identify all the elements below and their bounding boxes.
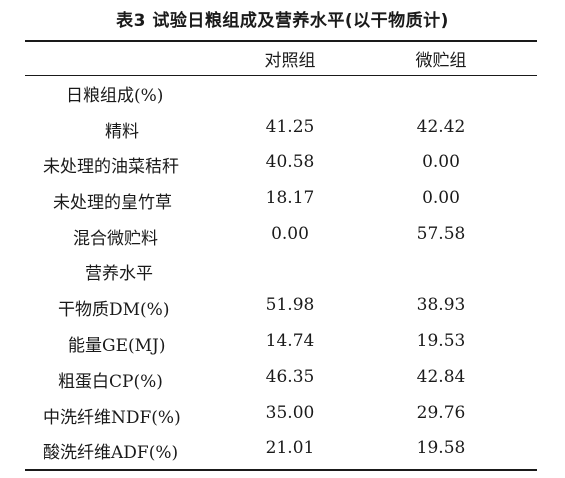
cell-control: 35.00 [265, 403, 315, 423]
table-caption: 表3 试验日粮组成及营养水平(以干物质计) [116, 11, 449, 31]
cell-treatment: 38.93 [416, 295, 466, 315]
table-row: 精料 41.25 42.42 [25, 117, 537, 147]
table-row: 能量GE(MJ) 14.74 19.53 [25, 331, 537, 361]
row-label: 干物质DM(%) [58, 300, 170, 320]
cell-control: 46.35 [265, 367, 315, 387]
row-label: 未处理的油菜秸秆 [43, 157, 179, 177]
table-row: 干物质DM(%) 51.98 38.93 [25, 295, 537, 325]
table-row: 混合微贮料 0.00 57.58 [25, 224, 537, 254]
cell-control: 0.00 [271, 224, 309, 244]
header-rule [25, 75, 537, 76]
row-label: 未处理的皇竹草 [53, 193, 172, 213]
cell-treatment: 0.00 [422, 152, 460, 172]
cell-treatment: 19.58 [416, 438, 466, 458]
table-row: 中洗纤维NDF(%) 35.00 29.76 [25, 403, 537, 433]
column-header-treatment: 微贮组 [415, 51, 467, 71]
row-label: 粗蛋白CP(%) [58, 372, 163, 392]
cell-treatment: 42.84 [416, 367, 466, 387]
row-label: 酸洗纤维ADF(%) [43, 443, 179, 463]
cell-control: 14.74 [265, 331, 315, 351]
row-label: 能量GE(MJ) [68, 336, 166, 356]
bottom-rule [25, 469, 537, 471]
table-row: 酸洗纤维ADF(%) 21.01 19.58 [25, 438, 537, 468]
row-label: 营养水平 [85, 264, 153, 284]
row-label: 混合微贮料 [73, 229, 158, 249]
cell-treatment: 0.00 [422, 188, 460, 208]
table-row: 营养水平 [25, 259, 537, 289]
cell-control: 18.17 [265, 188, 315, 208]
cell-treatment: 57.58 [416, 224, 466, 244]
cell-treatment: 19.53 [416, 331, 466, 351]
table-row: 日粮组成(%) [25, 81, 537, 111]
cell-control: 51.98 [265, 295, 315, 315]
row-label: 中洗纤维NDF(%) [43, 408, 181, 428]
column-header-control: 对照组 [264, 51, 316, 71]
cell-control: 21.01 [265, 438, 315, 458]
row-label: 精料 [105, 122, 139, 142]
table-row: 未处理的油菜秸秆 40.58 0.00 [25, 152, 537, 182]
cell-treatment: 42.42 [416, 117, 466, 137]
cell-treatment: 29.76 [416, 403, 466, 423]
row-label: 日粮组成(%) [66, 86, 164, 106]
table-row: 未处理的皇竹草 18.17 0.00 [25, 188, 537, 218]
cell-control: 41.25 [265, 117, 315, 137]
top-rule [25, 40, 537, 42]
table-row: 粗蛋白CP(%) 46.35 42.84 [25, 367, 537, 397]
cell-control: 40.58 [265, 152, 315, 172]
